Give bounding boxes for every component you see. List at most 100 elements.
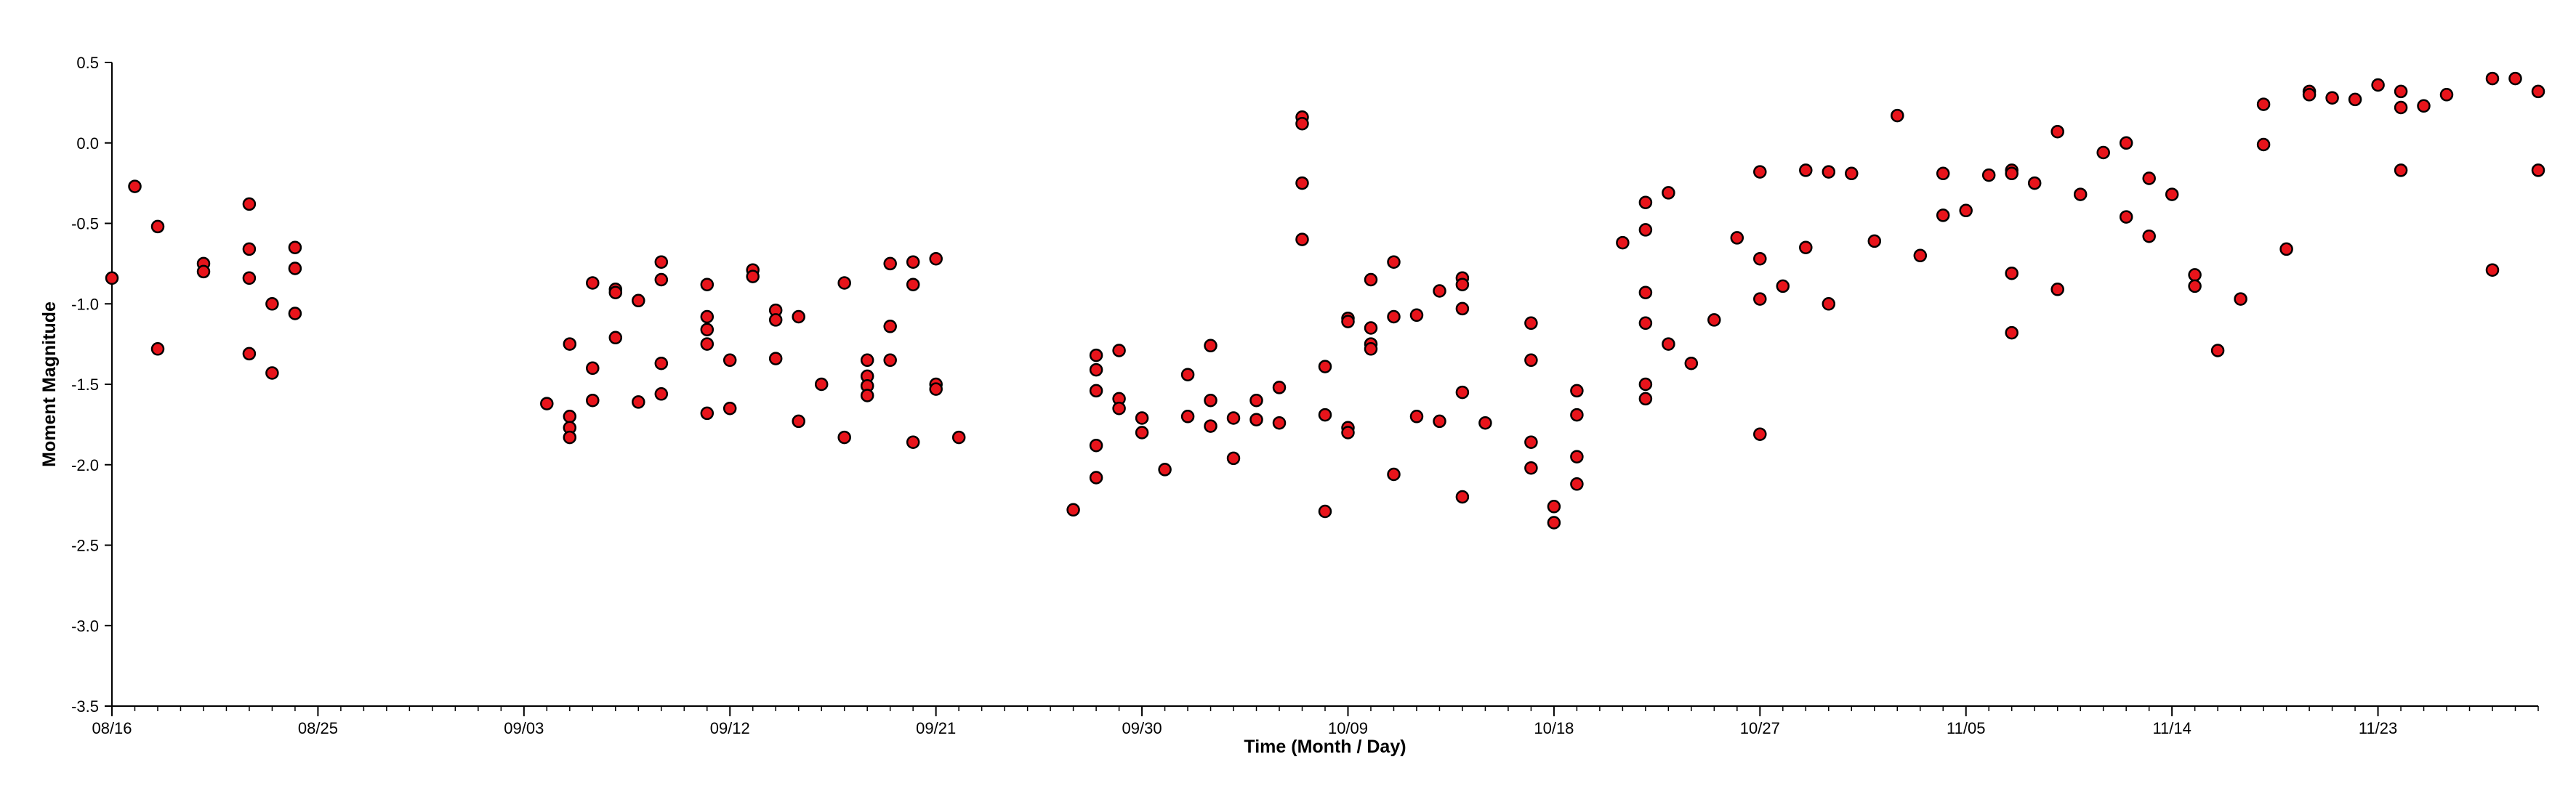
data-point xyxy=(2348,92,2362,107)
data-point xyxy=(1158,463,1172,477)
data-point xyxy=(883,320,897,333)
data-point xyxy=(632,293,645,308)
data-point xyxy=(105,271,119,285)
data-point xyxy=(2142,229,2156,243)
data-point xyxy=(1180,410,1195,424)
data-point xyxy=(1638,316,1653,331)
data-point xyxy=(723,353,737,368)
data-point xyxy=(1409,410,1424,424)
data-point xyxy=(2394,163,2408,177)
data-point xyxy=(883,353,897,368)
data-point xyxy=(1638,285,1653,299)
data-point xyxy=(700,309,715,324)
data-point xyxy=(1135,426,1149,439)
data-point xyxy=(768,352,783,365)
data-point xyxy=(700,406,715,421)
data-point xyxy=(2485,263,2500,277)
data-point xyxy=(929,251,943,266)
data-point xyxy=(1387,309,1401,324)
data-point xyxy=(1638,392,1653,406)
data-point xyxy=(2394,100,2408,115)
data-point xyxy=(1249,413,1263,426)
data-point xyxy=(2210,344,2225,357)
data-point xyxy=(150,342,165,356)
data-point xyxy=(1981,168,1996,182)
data-point xyxy=(1364,272,1378,287)
x-tick-label: 09/30 xyxy=(1122,719,1162,737)
data-point xyxy=(242,271,257,285)
data-point xyxy=(2119,210,2133,224)
data-point xyxy=(1433,414,1446,429)
data-point xyxy=(632,395,645,409)
data-point xyxy=(1112,401,1126,416)
data-point xyxy=(929,382,943,396)
data-point xyxy=(2165,187,2179,201)
data-point xyxy=(1753,165,1767,179)
data-point xyxy=(1249,393,1263,408)
data-point xyxy=(242,197,257,211)
x-tick-label: 09/12 xyxy=(710,719,750,737)
data-point xyxy=(2005,266,2018,280)
data-point xyxy=(1341,315,1355,328)
data-point xyxy=(792,309,805,324)
data-point xyxy=(1959,203,1973,218)
data-point xyxy=(1547,500,1561,514)
data-point xyxy=(906,255,920,269)
data-point xyxy=(1272,381,1287,394)
data-point xyxy=(1753,251,1767,266)
data-point xyxy=(837,430,851,445)
data-point xyxy=(1799,240,1813,254)
x-tick-label: 10/27 xyxy=(1740,719,1780,737)
data-point xyxy=(2050,124,2064,139)
data-point xyxy=(883,256,897,271)
data-point xyxy=(2394,84,2408,99)
data-point xyxy=(1089,348,1103,362)
data-point xyxy=(2005,166,2018,181)
data-point xyxy=(1638,377,1653,392)
data-point xyxy=(2050,283,2064,296)
data-point xyxy=(1662,186,1675,200)
data-point xyxy=(1455,301,1470,316)
data-point xyxy=(2119,136,2133,150)
data-point xyxy=(1524,435,1538,449)
data-point xyxy=(1570,450,1584,463)
data-point xyxy=(700,323,715,336)
data-point xyxy=(2073,187,2088,201)
data-point xyxy=(563,430,577,445)
data-point xyxy=(1226,411,1241,425)
data-point xyxy=(1638,195,1653,209)
data-point xyxy=(906,435,920,449)
data-point xyxy=(1455,385,1470,400)
y-tick-label: -1.5 xyxy=(71,376,99,394)
data-point xyxy=(1684,356,1699,370)
data-point xyxy=(150,219,165,234)
data-point xyxy=(1387,467,1401,482)
data-point xyxy=(951,430,966,445)
data-point xyxy=(1089,384,1103,398)
data-point xyxy=(1112,344,1126,357)
data-point xyxy=(1387,255,1401,269)
x-tick-label: 09/03 xyxy=(504,719,544,737)
data-point xyxy=(2531,84,2545,99)
data-point xyxy=(2439,88,2454,102)
data-point xyxy=(608,285,623,299)
data-point xyxy=(1455,490,1470,504)
x-tick-label: 11/23 xyxy=(2359,719,2397,737)
data-point xyxy=(1204,419,1217,433)
data-point xyxy=(700,337,715,351)
data-point xyxy=(1318,408,1332,422)
data-point xyxy=(2027,176,2042,190)
data-point xyxy=(1295,232,1309,246)
data-point xyxy=(563,337,577,351)
y-tick-label: -2.5 xyxy=(71,537,99,555)
data-point xyxy=(1707,313,1721,327)
data-point xyxy=(814,377,829,392)
data-point xyxy=(1799,163,1813,177)
data-point xyxy=(2325,91,2339,105)
data-point xyxy=(1066,503,1080,517)
data-point xyxy=(1089,471,1103,485)
data-point xyxy=(1845,166,1859,181)
data-point xyxy=(2417,99,2431,113)
y-tick-label: -1.0 xyxy=(71,295,99,313)
data-point xyxy=(1547,516,1561,530)
